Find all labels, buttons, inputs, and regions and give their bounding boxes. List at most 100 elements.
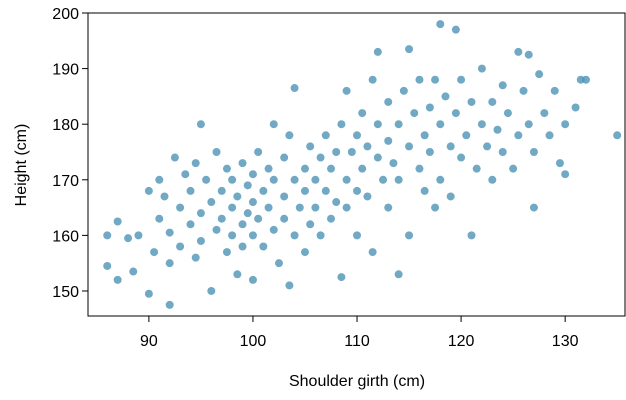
point — [358, 109, 367, 118]
point — [467, 97, 476, 106]
point — [498, 147, 507, 156]
point — [306, 142, 315, 151]
y-tick-label: 170 — [52, 173, 79, 190]
point — [394, 120, 403, 129]
point — [431, 203, 440, 212]
point — [457, 153, 466, 162]
point — [212, 147, 221, 156]
point — [457, 75, 466, 84]
point — [243, 209, 252, 218]
point — [280, 153, 289, 162]
y-tick-label: 200 — [52, 6, 79, 23]
point — [613, 131, 622, 140]
point — [248, 231, 257, 240]
point — [405, 231, 414, 240]
point — [581, 75, 590, 84]
point — [389, 159, 398, 168]
point — [306, 220, 315, 229]
point — [290, 231, 299, 240]
point — [248, 198, 257, 207]
point — [332, 198, 341, 207]
point — [285, 131, 294, 140]
point — [238, 159, 247, 168]
point — [561, 170, 570, 179]
point — [144, 186, 153, 195]
point — [186, 186, 195, 195]
point — [415, 164, 424, 173]
point — [368, 248, 377, 257]
point — [113, 275, 122, 284]
point — [280, 192, 289, 201]
point — [321, 186, 330, 195]
y-tick-label: 190 — [52, 62, 79, 79]
point — [394, 175, 403, 184]
point — [436, 120, 445, 129]
point — [248, 170, 257, 179]
point — [373, 120, 382, 129]
point — [155, 214, 164, 223]
point — [254, 147, 263, 156]
point — [353, 131, 362, 140]
x-tick-label: 90 — [140, 333, 158, 350]
point — [196, 120, 205, 129]
point — [290, 175, 299, 184]
point — [103, 261, 112, 270]
point — [280, 214, 289, 223]
point — [228, 175, 237, 184]
point — [342, 86, 351, 95]
point — [269, 120, 278, 129]
point — [337, 273, 346, 282]
point — [529, 147, 538, 156]
point — [134, 231, 143, 240]
point — [399, 86, 408, 95]
point — [233, 192, 242, 201]
point — [342, 203, 351, 212]
point — [488, 97, 497, 106]
point — [176, 203, 185, 212]
point — [353, 186, 362, 195]
point — [493, 125, 502, 134]
point — [405, 142, 414, 151]
point — [488, 175, 497, 184]
point — [196, 209, 205, 218]
point — [207, 198, 216, 207]
point — [327, 164, 336, 173]
point — [425, 103, 434, 112]
point — [363, 192, 372, 201]
point — [368, 75, 377, 84]
point — [264, 164, 273, 173]
point — [524, 120, 533, 129]
point — [295, 203, 304, 212]
point — [561, 120, 570, 129]
point — [451, 25, 460, 34]
point — [503, 109, 512, 118]
point — [269, 225, 278, 234]
point — [420, 131, 429, 140]
point — [483, 142, 492, 151]
point — [337, 120, 346, 129]
point — [290, 84, 299, 93]
point — [410, 109, 419, 118]
point — [436, 175, 445, 184]
point — [327, 214, 336, 223]
point — [186, 220, 195, 229]
point — [150, 248, 159, 257]
point — [269, 175, 278, 184]
point — [191, 159, 200, 168]
point — [228, 231, 237, 240]
point — [467, 231, 476, 240]
point — [379, 175, 388, 184]
point — [451, 109, 460, 118]
point — [207, 286, 216, 295]
point — [358, 164, 367, 173]
plot-frame — [87, 12, 626, 317]
x-tick-label: 120 — [448, 333, 475, 350]
point — [519, 86, 528, 95]
point — [129, 267, 138, 276]
point — [300, 186, 309, 195]
point — [420, 186, 429, 195]
point — [436, 20, 445, 29]
point — [259, 186, 268, 195]
point — [254, 214, 263, 223]
point — [332, 147, 341, 156]
